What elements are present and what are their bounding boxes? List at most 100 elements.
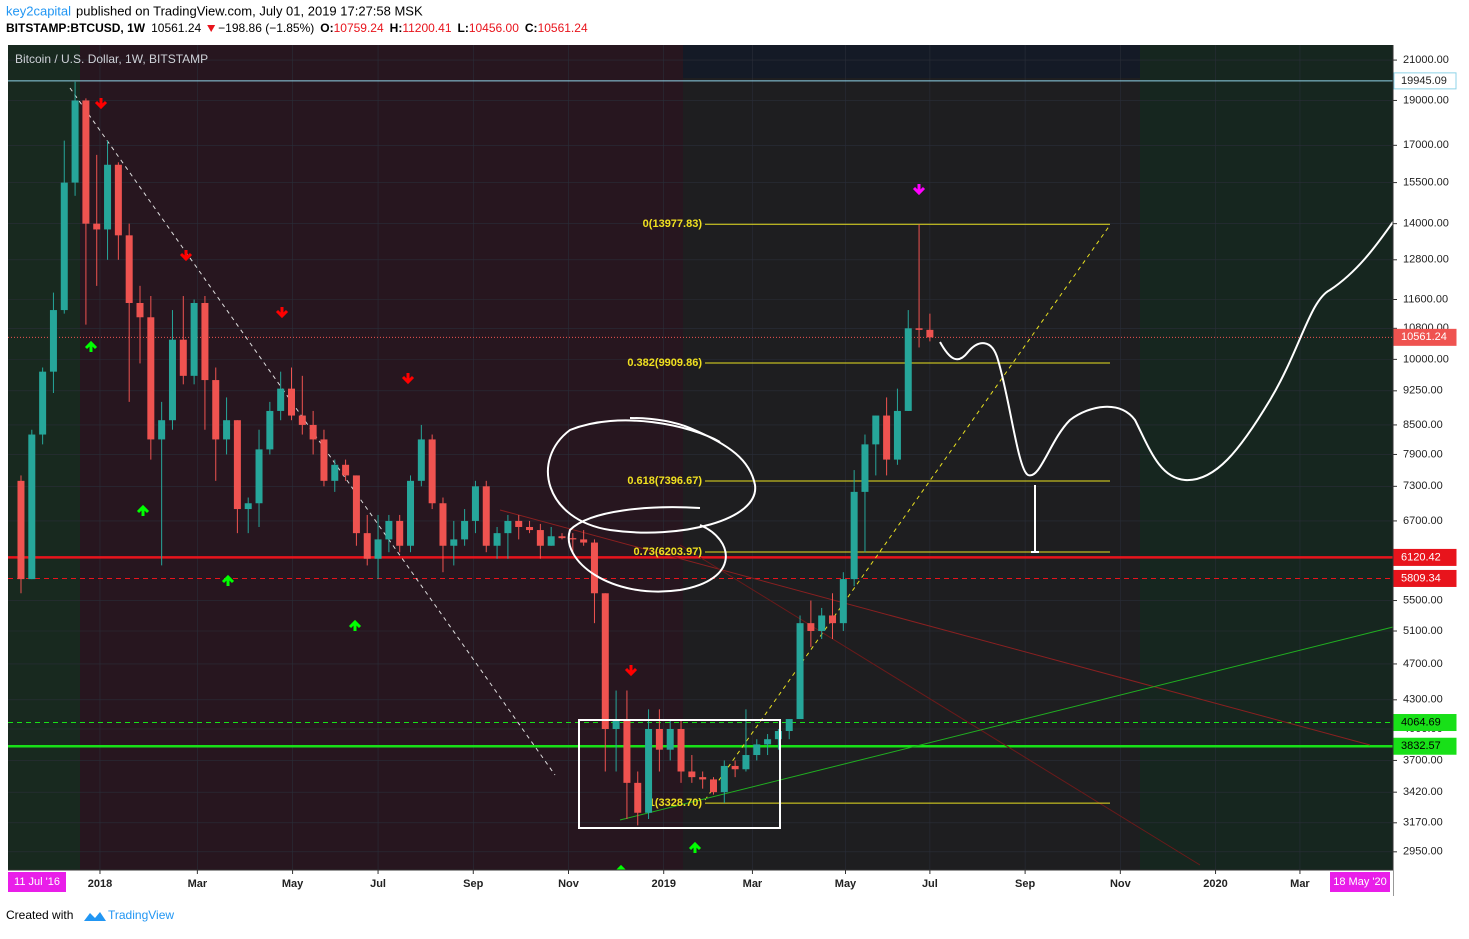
y-tick-label: 10000.00 — [1403, 353, 1449, 365]
x-tick-label: Mar — [743, 878, 763, 890]
price-label: 3832.57 — [1401, 740, 1441, 752]
candle-body — [363, 533, 371, 559]
last-price: 10561.24 — [151, 21, 201, 35]
ohlc-label: O: — [320, 21, 333, 35]
price-badge — [1393, 714, 1457, 732]
y-tick-label: 17000.00 — [1403, 139, 1449, 151]
candle-body — [439, 503, 447, 546]
trend-line — [679, 544, 1201, 866]
candle-body — [893, 410, 901, 460]
candle-body — [28, 434, 36, 580]
y-tick-label: 7300.00 — [1403, 480, 1443, 492]
candle-body — [818, 615, 826, 631]
x-tick-label: Sep — [1015, 878, 1035, 890]
price-label: 4064.69 — [1401, 716, 1441, 728]
ohlc-value: 10456.00 — [469, 21, 519, 35]
price-badge — [1393, 737, 1457, 755]
y-tick-label: 9250.00 — [1403, 385, 1443, 397]
candle-body — [104, 164, 112, 230]
y-tick-label: 12800.00 — [1403, 254, 1449, 266]
candle-body — [861, 444, 869, 492]
candle-body — [385, 520, 393, 540]
fib-label: 0.618(7396.67) — [627, 475, 702, 487]
trend-line — [619, 626, 1394, 821]
candle-body — [720, 765, 728, 793]
drawings — [546, 221, 1394, 829]
candle-body — [504, 520, 512, 534]
zone-gray — [683, 78, 1140, 870]
brand-logo — [84, 912, 106, 921]
candle-body — [331, 464, 339, 481]
candle-body — [39, 371, 47, 435]
candle-body — [612, 719, 620, 729]
candle-body — [233, 420, 241, 510]
candle-body — [904, 328, 912, 411]
y-tick-label: 3170.00 — [1403, 817, 1443, 829]
candle-body — [49, 310, 57, 372]
candles — [17, 81, 934, 826]
candle-body — [526, 526, 534, 531]
candle-body — [547, 536, 555, 546]
y-tick-label: 2950.00 — [1403, 846, 1443, 858]
candle-body — [212, 380, 220, 440]
candle-body — [536, 530, 544, 546]
candle-body — [623, 719, 631, 783]
price-badge — [1393, 72, 1457, 90]
candle-body — [515, 520, 523, 527]
candle-body — [158, 420, 166, 440]
published: published on TradingView.com, July 01, 2… — [76, 3, 423, 18]
candle-body — [764, 739, 772, 745]
candle-body — [471, 486, 479, 521]
y-tick-label: 5500.00 — [1403, 594, 1443, 606]
candle-body — [558, 536, 566, 539]
candle-body — [136, 302, 144, 318]
y-tick-label: 7900.00 — [1403, 448, 1443, 460]
candle-body — [417, 439, 425, 481]
candle-body — [374, 539, 382, 559]
x-tick-label: May — [835, 878, 857, 890]
candle-body — [569, 538, 577, 540]
y-tick-label: 6700.00 — [1403, 515, 1443, 527]
ohlc-value: 11200.41 — [402, 21, 451, 35]
candle-body — [223, 420, 231, 440]
legend: Bitcoin / U.S. Dollar, 1W, BITSTAMP — [15, 52, 208, 66]
fib-label: 0.382(9909.86) — [627, 357, 702, 369]
candle-body — [829, 615, 837, 624]
candle-body — [688, 771, 696, 778]
down-triangle — [207, 25, 216, 32]
range-badge — [1330, 872, 1390, 892]
ohlc-value: 10759.24 — [334, 21, 384, 35]
x-tick-label: May — [282, 878, 304, 890]
candle-body — [915, 328, 923, 330]
candle-body — [342, 464, 350, 476]
fib-levels: 0(13977.83) 0.382(9909.86) 0.618(7396.67) 0… — [627, 218, 1110, 809]
candle-body — [179, 339, 187, 376]
price-badge — [1393, 548, 1457, 566]
candle-body — [266, 410, 274, 450]
candle-body — [450, 539, 458, 546]
publisher: key2capital — [6, 3, 71, 18]
candle-body — [428, 439, 436, 504]
y-tick-label: 15500.00 — [1403, 176, 1449, 188]
range-label: 18 May '20 — [1333, 876, 1386, 888]
candle-body — [699, 777, 707, 780]
brand: TradingView — [108, 908, 174, 922]
x-tick-label: Sep — [463, 878, 483, 890]
candle-body — [731, 765, 739, 770]
candle-body — [742, 755, 750, 770]
footer: Created with — [6, 908, 73, 922]
candle-body — [807, 623, 815, 631]
candle-body — [872, 415, 880, 445]
ohlc-label: H: — [390, 21, 403, 35]
price-label: 10561.24 — [1401, 331, 1447, 343]
y-tick-label: 8500.00 — [1403, 419, 1443, 431]
y-tick-label: 14000.00 — [1403, 218, 1449, 230]
zone-top — [683, 45, 1140, 78]
trend-line — [704, 224, 1111, 801]
x-tick-label: Nov — [1110, 878, 1132, 890]
y-tick-label: 4300.00 — [1403, 694, 1443, 706]
candle-body — [580, 539, 588, 543]
fib-label: 1(3328.70) — [649, 797, 703, 809]
candle-body — [677, 728, 685, 772]
candle-body — [17, 480, 25, 580]
